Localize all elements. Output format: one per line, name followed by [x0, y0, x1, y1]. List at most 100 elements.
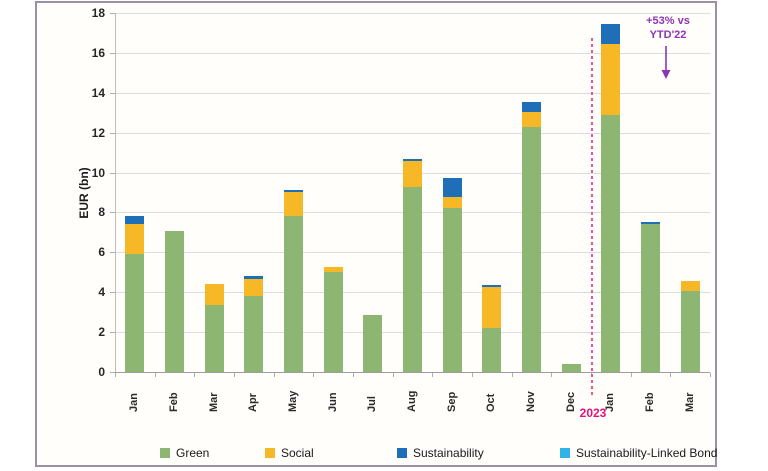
x-axis-tick — [432, 373, 434, 377]
bar-jan-0 — [125, 216, 145, 372]
bar-segment-social — [323, 267, 343, 273]
bar-segment-social — [284, 191, 303, 217]
bar-segment-green — [204, 305, 224, 372]
bar-dec-11 — [561, 364, 581, 372]
legend-item-sustainability: Sustainability — [397, 445, 484, 461]
y-tick-label: 8 — [98, 205, 105, 220]
bar-feb-13 — [641, 222, 660, 372]
x-axis-tick — [194, 373, 196, 377]
bar-segment-sustainability — [522, 101, 541, 112]
legend-swatch-icon — [265, 448, 275, 458]
legend-swatch-icon — [160, 448, 170, 458]
bar-segment-social — [403, 160, 422, 187]
bar-apr-3 — [244, 276, 264, 372]
legend-label: Green — [176, 446, 210, 460]
bar-segment-green — [244, 296, 264, 372]
bar-aug-7 — [403, 158, 422, 372]
legend-swatch-icon — [560, 448, 570, 458]
annotation-line-2: YTD'22 — [649, 29, 687, 41]
gridline — [115, 52, 710, 54]
y-tick-label: 4 — [98, 285, 105, 300]
x-axis-tick — [353, 373, 354, 377]
x-tick-label: Mar — [683, 392, 696, 412]
x-tick-label: Sep — [445, 391, 458, 412]
x-axis-tick — [472, 373, 473, 377]
x-tick-label: Mar — [207, 392, 220, 412]
bar-segment-social — [442, 197, 462, 209]
bar-segment-green — [165, 231, 184, 372]
x-axis-tick — [551, 373, 553, 377]
y-tick-label: 18 — [91, 6, 105, 20]
x-axis-tick — [670, 373, 672, 377]
y-axis-tick — [110, 132, 115, 134]
bar-segment-social — [244, 279, 264, 297]
bar-segment-green — [561, 364, 581, 372]
bar-segment-sustainability — [641, 222, 660, 225]
y-tick-label: 14 — [91, 85, 105, 100]
chart-legend: Green Social Sustainability Sustainability-… — [0, 445, 768, 463]
bar-segment-green — [323, 272, 343, 372]
bar-oct-9 — [482, 285, 502, 372]
legend-item-green: Green — [160, 445, 209, 461]
bar-sep-8 — [442, 177, 462, 372]
annotation-arrow-down-icon — [661, 46, 671, 79]
x-tick-label: Nov — [525, 391, 537, 412]
bar-segment-social — [204, 284, 224, 306]
bar-jan-12 — [601, 23, 621, 372]
x-axis-tick — [273, 373, 275, 377]
bar-segment-green — [482, 328, 502, 372]
gridline — [115, 13, 710, 14]
bar-segment-green — [522, 126, 541, 372]
bar-segment-sustainability — [601, 23, 621, 44]
bar-mar-14 — [680, 281, 700, 372]
bar-segment-green — [641, 224, 660, 372]
y-axis-tick — [110, 52, 115, 54]
y-axis-tick — [110, 372, 115, 373]
bar-jul-6 — [363, 315, 383, 372]
bar-segment-green — [363, 315, 383, 372]
annotation-line-1: +53% vs — [646, 15, 690, 27]
bar-segment-sustainability — [125, 216, 145, 225]
legend-swatch-icon — [397, 448, 407, 458]
bar-segment-sustainability — [284, 189, 303, 192]
bar-feb-1 — [165, 231, 184, 372]
bar-segment-social — [680, 281, 700, 292]
bar-segment-green — [601, 114, 621, 372]
bar-segment-social — [601, 43, 621, 115]
year-divider-label: 2023 — [579, 406, 607, 420]
x-axis-tick — [392, 373, 394, 377]
x-tick-label: Aug — [406, 390, 418, 412]
y-axis-tick — [110, 92, 115, 94]
x-axis-line — [115, 372, 710, 373]
bar-segment-green — [403, 186, 422, 372]
y-axis-tick — [110, 332, 115, 334]
x-axis-tick — [115, 373, 116, 377]
bar-may-4 — [284, 189, 303, 372]
x-axis-tick — [313, 373, 315, 377]
bar-segment-social — [125, 224, 145, 255]
y-tick-label: 16 — [91, 45, 105, 60]
bar-segment-social — [482, 287, 502, 329]
legend-label: Social — [281, 446, 314, 460]
x-tick-label: Feb — [644, 392, 656, 412]
bar-segment-green — [284, 216, 303, 372]
bar-mar-2 — [204, 284, 224, 372]
bar-segment-sustainability — [403, 158, 422, 161]
y-axis-tick — [110, 212, 115, 214]
x-axis-tick — [234, 373, 235, 377]
x-axis-tick — [630, 373, 632, 377]
y-tick-label: 10 — [91, 165, 105, 180]
legend-label: Sustainability-Linked Bond — [576, 446, 718, 460]
bar-segment-sustainability — [482, 285, 502, 288]
annotation-text: +53% vs YTD'22 — [628, 14, 708, 42]
gridline — [115, 92, 710, 94]
y-tick-label: 12 — [91, 125, 105, 140]
gridline — [115, 132, 710, 134]
bar-nov-10 — [522, 101, 541, 372]
x-tick-label: Apr — [247, 393, 260, 412]
legend-item-social: Social — [265, 445, 314, 461]
y-axis-title: EUR (bn) — [77, 167, 91, 219]
y-tick-label: 2 — [98, 325, 105, 340]
bar-segment-green — [125, 254, 145, 372]
x-tick-label: Jun — [326, 392, 339, 412]
